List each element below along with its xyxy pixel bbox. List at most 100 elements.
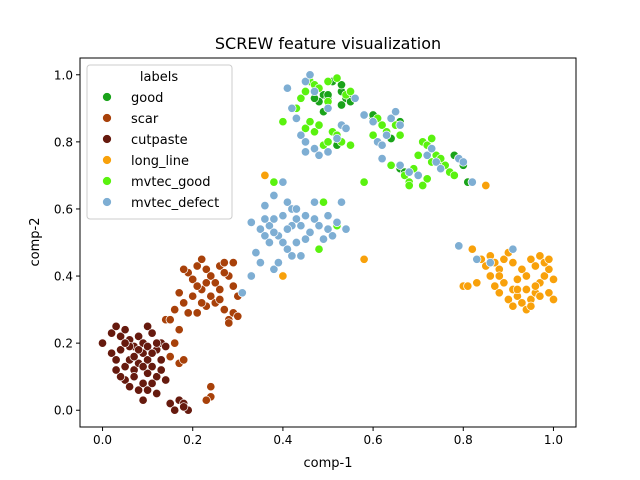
point-scar-10 <box>228 281 238 291</box>
point-long-line-19 <box>539 271 549 281</box>
point-mvtec-defect-66 <box>264 237 274 248</box>
point-mvtec-good-12 <box>309 127 320 137</box>
point-mvtec-defect-69 <box>251 248 261 258</box>
point-cutpaste-53 <box>120 338 130 348</box>
legend-label-cutpaste: cutpaste <box>131 133 188 148</box>
y-tick-label-3: 0.6 <box>54 202 73 216</box>
point-mvtec-defect-34 <box>467 177 477 187</box>
point-mvtec-defect-54 <box>336 197 347 207</box>
legend-label-mvtec-defect: mvtec_defect <box>131 196 219 211</box>
point-long-line-35 <box>530 281 540 291</box>
point-mvtec-defect-37 <box>485 258 495 268</box>
x-tick-label-5: 1.0 <box>544 433 563 447</box>
legend-label-mvtec-good: mvtec_good <box>131 175 211 190</box>
point-cutpaste-2 <box>111 321 121 331</box>
y-tick-label-1: 0.2 <box>54 337 73 351</box>
point-long-line-10 <box>499 278 509 288</box>
legend-items: good scar cutpaste long_line mvtec_goodmvtec… <box>102 91 219 211</box>
point-scar-21 <box>174 288 184 298</box>
y-tick-label-5: 1.0 <box>54 68 73 82</box>
point-mvtec-good-13 <box>314 120 324 130</box>
point-mvtec-defect-14 <box>323 103 333 113</box>
point-cutpaste-17 <box>120 362 130 372</box>
point-mvtec-defect-16 <box>359 110 369 120</box>
point-mvtec-defect-81 <box>296 251 306 261</box>
legend-marker-mvtec-defect <box>102 197 112 207</box>
point-cutpaste-51 <box>138 362 148 372</box>
point-scar-42 <box>179 264 189 274</box>
point-scar-20 <box>233 311 243 321</box>
point-mvtec-defect-72 <box>246 217 256 227</box>
point-mvtec-defect-3 <box>282 83 292 93</box>
point-scar-17 <box>219 305 229 315</box>
point-mvtec-defect-79 <box>291 204 301 214</box>
point-long-line-26 <box>544 254 554 264</box>
point-mvtec-defect-82 <box>278 211 288 221</box>
point-mvtec-defect-60 <box>278 237 288 248</box>
point-scar-2 <box>192 261 202 271</box>
point-mvtec-defect-48 <box>309 214 320 224</box>
point-mvtec-defect-35 <box>454 241 464 251</box>
point-mvtec-good-49 <box>278 117 288 127</box>
point-mvtec-defect-24 <box>377 154 387 164</box>
x-tick-label-4: 0.8 <box>454 433 473 447</box>
point-scar-4 <box>201 264 211 274</box>
point-cutpaste-50 <box>143 368 153 378</box>
point-mvtec-defect-10 <box>323 147 333 157</box>
point-cutpaste-29 <box>129 372 139 382</box>
point-cutpaste-1 <box>107 328 117 338</box>
point-cutpaste-47 <box>179 402 189 412</box>
point-scar-39 <box>224 318 234 328</box>
point-mvtec-defect-23 <box>395 120 405 130</box>
x-tick-label-1: 0.2 <box>183 433 202 447</box>
point-mvtec-defect-38 <box>508 244 518 254</box>
point-scar-22 <box>179 298 189 308</box>
point-scar-8 <box>219 258 229 268</box>
point-mvtec-defect-50 <box>318 234 329 244</box>
point-mvtec-defect-62 <box>287 251 297 261</box>
point-long-line-41 <box>260 170 270 180</box>
legend-marker-good <box>102 92 112 102</box>
point-mvtec-defect-33 <box>458 157 468 167</box>
point-mvtec-defect-26 <box>404 167 414 177</box>
point-mvtec-defect-61 <box>282 244 292 254</box>
point-mvtec-defect-25 <box>395 160 405 170</box>
point-mvtec-good-1 <box>296 93 306 103</box>
point-cutpaste-25 <box>156 365 166 375</box>
point-cutpaste-4 <box>120 325 130 335</box>
point-mvtec-defect-41 <box>278 177 288 187</box>
point-scar-14 <box>206 291 216 301</box>
plot-frame <box>79 57 577 428</box>
x-tick-label-2: 0.4 <box>273 433 292 447</box>
point-long-line-27 <box>512 274 522 284</box>
point-mvtec-good-9 <box>345 86 356 97</box>
point-cutpaste-15 <box>111 355 121 365</box>
point-long-line-23 <box>530 261 540 271</box>
point-cutpaste-24 <box>152 372 162 382</box>
point-cutpaste-35 <box>138 395 148 405</box>
point-mvtec-defect-83 <box>260 214 270 224</box>
point-scar-30 <box>179 355 189 365</box>
point-cutpaste-34 <box>152 388 162 399</box>
point-cutpaste-39 <box>134 345 144 355</box>
x-axis-label: comp-1 <box>304 456 353 471</box>
point-good-5 <box>336 80 347 90</box>
point-cutpaste-14 <box>107 348 117 358</box>
point-mvtec-defect-21 <box>386 113 396 123</box>
point-mvtec-defect-2 <box>309 86 320 97</box>
point-long-line-28 <box>517 264 527 274</box>
point-long-line-46 <box>544 288 554 298</box>
point-scar-36 <box>201 395 211 405</box>
point-long-line-24 <box>535 251 545 261</box>
point-mvtec-good-37 <box>449 170 459 180</box>
point-mvtec-defect-76 <box>309 197 320 207</box>
point-mvtec-defect-28 <box>422 150 432 160</box>
point-long-line-29 <box>521 271 531 281</box>
legend-marker-long-line <box>102 155 112 165</box>
point-mvtec-good-2 <box>300 86 311 97</box>
point-mvtec-defect-1 <box>305 70 315 80</box>
point-cutpaste-43 <box>170 405 180 415</box>
legend-label-scar: scar <box>131 112 159 127</box>
point-scar-11 <box>188 291 198 301</box>
point-scar-33 <box>201 278 211 288</box>
